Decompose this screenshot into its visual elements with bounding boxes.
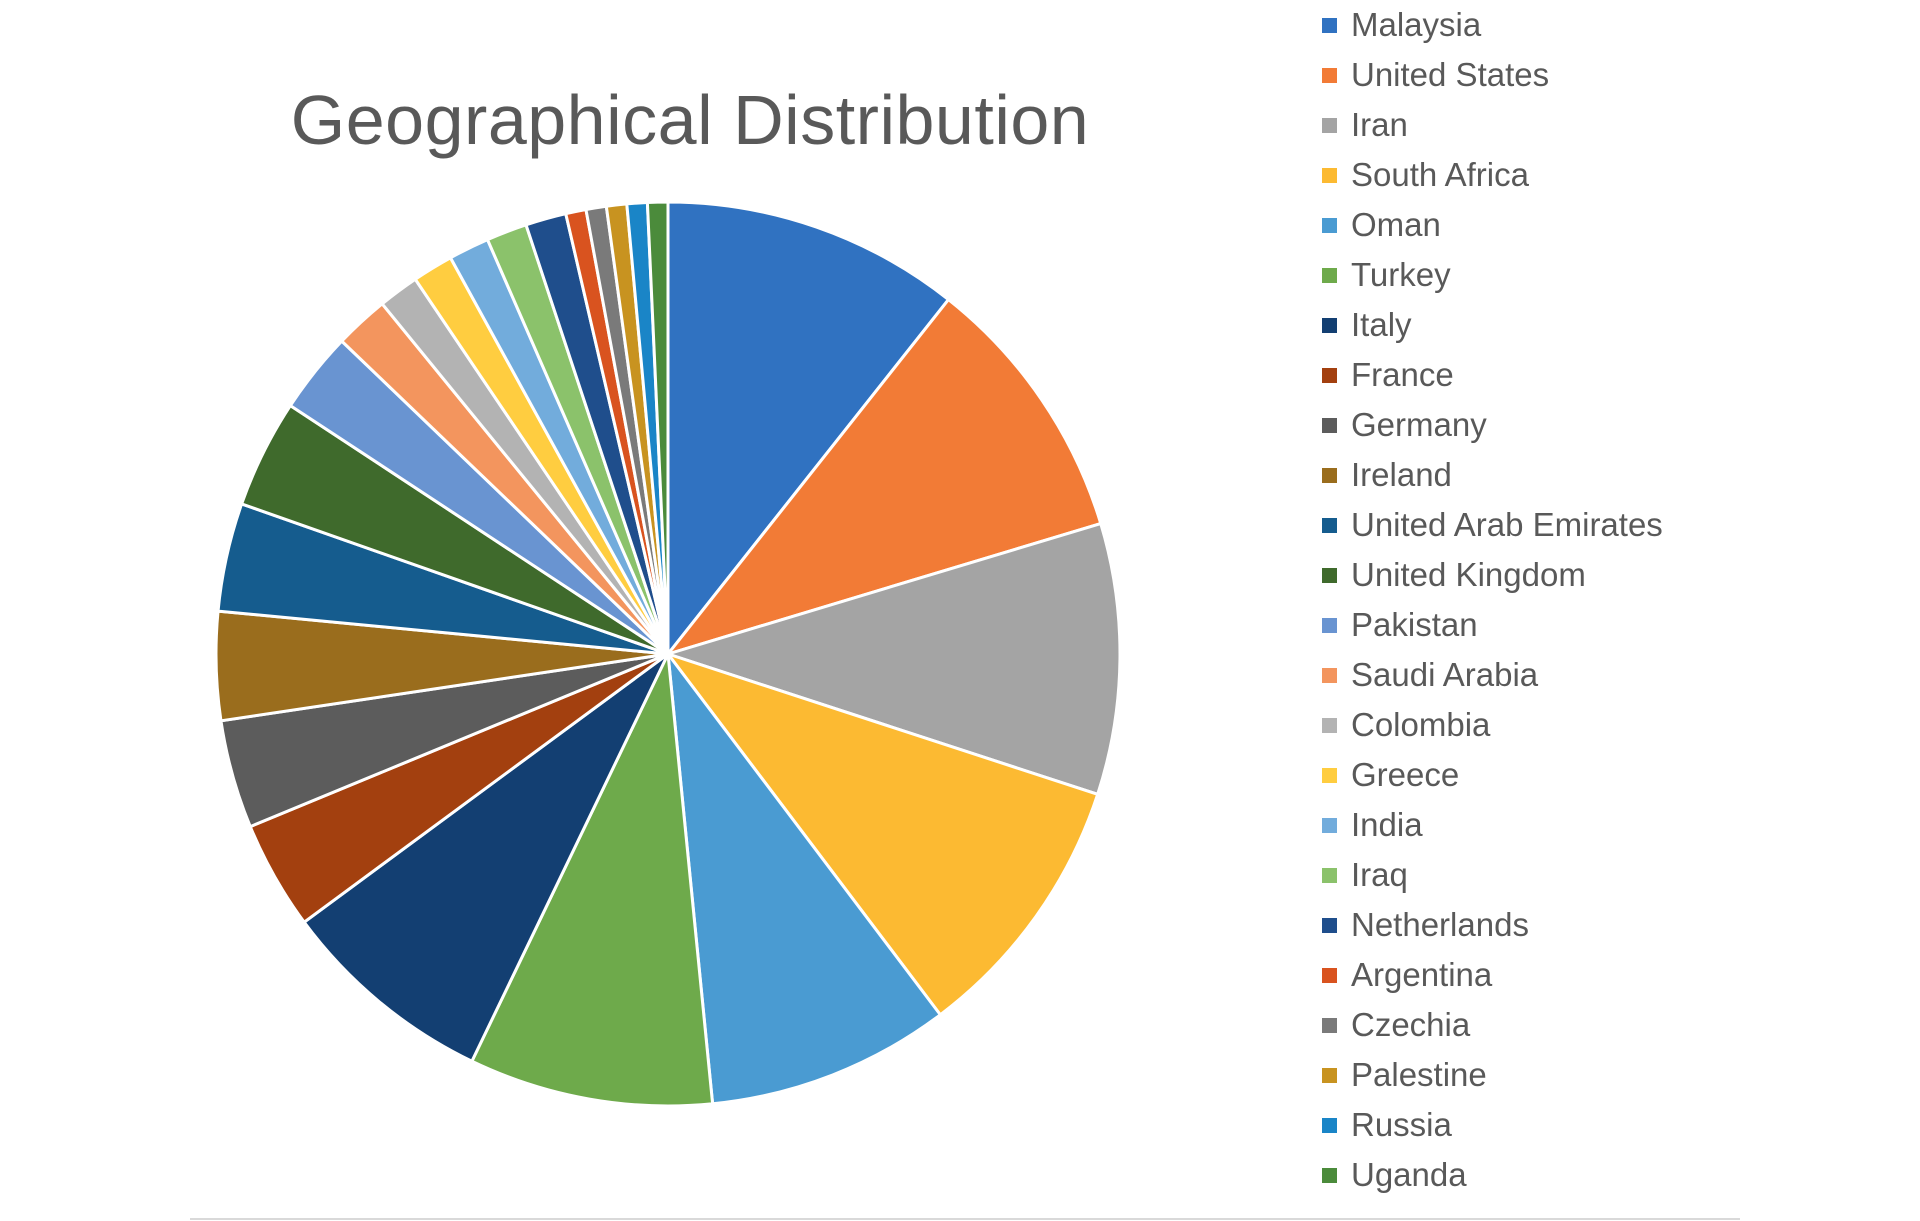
legend-swatch <box>1322 217 1337 233</box>
legend-swatch <box>1322 17 1337 33</box>
legend-label: Turkey <box>1351 256 1451 293</box>
legend-item: India <box>1322 800 1882 850</box>
legend-swatch <box>1322 1117 1337 1133</box>
legend-label: Oman <box>1351 206 1441 243</box>
pie-slice-south-africa <box>666 652 1100 1017</box>
legend-item: Netherlands <box>1322 900 1882 950</box>
legend-swatch <box>1322 967 1337 983</box>
legend-swatch <box>1322 617 1337 633</box>
legend-item: Palestine <box>1322 1050 1882 1100</box>
legend-label: Colombia <box>1351 706 1491 743</box>
legend-label: France <box>1351 356 1454 393</box>
legend-label: Palestine <box>1351 1056 1487 1093</box>
legend-swatch <box>1322 767 1337 783</box>
legend-label: Greece <box>1351 756 1460 793</box>
legend-item: Colombia <box>1322 700 1882 750</box>
legend-swatch <box>1322 317 1337 333</box>
legend-label: Uganda <box>1351 1156 1467 1193</box>
chart-legend: Malaysia United States Iran South Africa Oma… <box>1322 0 1882 1200</box>
legend-item: Czechia <box>1322 1000 1882 1050</box>
legend-swatch <box>1322 917 1337 933</box>
legend-item: Oman <box>1322 200 1882 250</box>
chart-title: Geographical Distribution <box>290 81 1090 159</box>
pie-slice-malaysia <box>666 200 950 656</box>
legend-swatch <box>1322 1167 1337 1183</box>
legend-label: Netherlands <box>1351 906 1529 943</box>
legend-swatch <box>1322 167 1337 183</box>
legend-item: Iran <box>1322 100 1882 150</box>
legend-item: Iraq <box>1322 850 1882 900</box>
legend-swatch <box>1322 117 1337 133</box>
legend-item: Saudi Arabia <box>1322 650 1882 700</box>
legend-item: Greece <box>1322 750 1882 800</box>
legend-item: Pakistan <box>1322 600 1882 650</box>
legend-swatch <box>1322 517 1337 533</box>
bottom-divider <box>190 1218 1740 1220</box>
legend-item: Argentina <box>1322 950 1882 1000</box>
legend-label: United Kingdom <box>1351 556 1586 593</box>
legend-item: Uganda <box>1322 1150 1882 1200</box>
legend-label: United States <box>1351 56 1550 93</box>
legend-item: Turkey <box>1322 250 1882 300</box>
legend-label: Germany <box>1351 406 1487 443</box>
pie-slice-oman <box>666 652 942 1106</box>
pie-slice-uganda <box>645 200 670 656</box>
legend-label: Iran <box>1351 106 1408 143</box>
legend-swatch <box>1322 817 1337 833</box>
legend-swatch <box>1322 717 1337 733</box>
legend-label: Argentina <box>1351 956 1493 993</box>
legend-item: Italy <box>1322 300 1882 350</box>
legend-item: Ireland <box>1322 450 1882 500</box>
pie-slice-iran <box>666 522 1122 796</box>
legend-swatch <box>1322 67 1337 83</box>
legend-swatch <box>1322 367 1337 383</box>
legend-item: Russia <box>1322 1100 1882 1150</box>
legend-swatch <box>1322 467 1337 483</box>
legend-label: South Africa <box>1351 156 1529 193</box>
legend-label: Malaysia <box>1351 6 1482 43</box>
legend-swatch <box>1322 567 1337 583</box>
pie-slice-turkey <box>470 652 715 1108</box>
legend-item: France <box>1322 350 1882 400</box>
legend-label: Pakistan <box>1351 606 1478 643</box>
legend-item: United Kingdom <box>1322 550 1882 600</box>
legend-swatch <box>1322 867 1337 883</box>
legend-label: United Arab Emirates <box>1351 506 1663 543</box>
legend-item: United Arab Emirates <box>1322 500 1882 550</box>
legend-swatch <box>1322 667 1337 683</box>
legend-swatch <box>1322 417 1337 433</box>
legend-item: United States <box>1322 50 1882 100</box>
legend-swatch <box>1322 1067 1337 1083</box>
legend-item: South Africa <box>1322 150 1882 200</box>
legend-label: Czechia <box>1351 1006 1471 1043</box>
legend-item: Germany <box>1322 400 1882 450</box>
legend-swatch <box>1322 267 1337 283</box>
legend-label: Italy <box>1351 306 1412 343</box>
legend-item: Malaysia <box>1322 0 1882 50</box>
legend-swatch <box>1322 1017 1337 1033</box>
legend-label: Russia <box>1351 1106 1452 1143</box>
pie-slice-united-states <box>666 298 1103 656</box>
legend-label: India <box>1351 806 1423 843</box>
legend-label: Ireland <box>1351 456 1452 493</box>
pie-slice-italy <box>302 652 670 1063</box>
legend-label: Saudi Arabia <box>1351 656 1539 693</box>
legend-label: Iraq <box>1351 856 1408 893</box>
